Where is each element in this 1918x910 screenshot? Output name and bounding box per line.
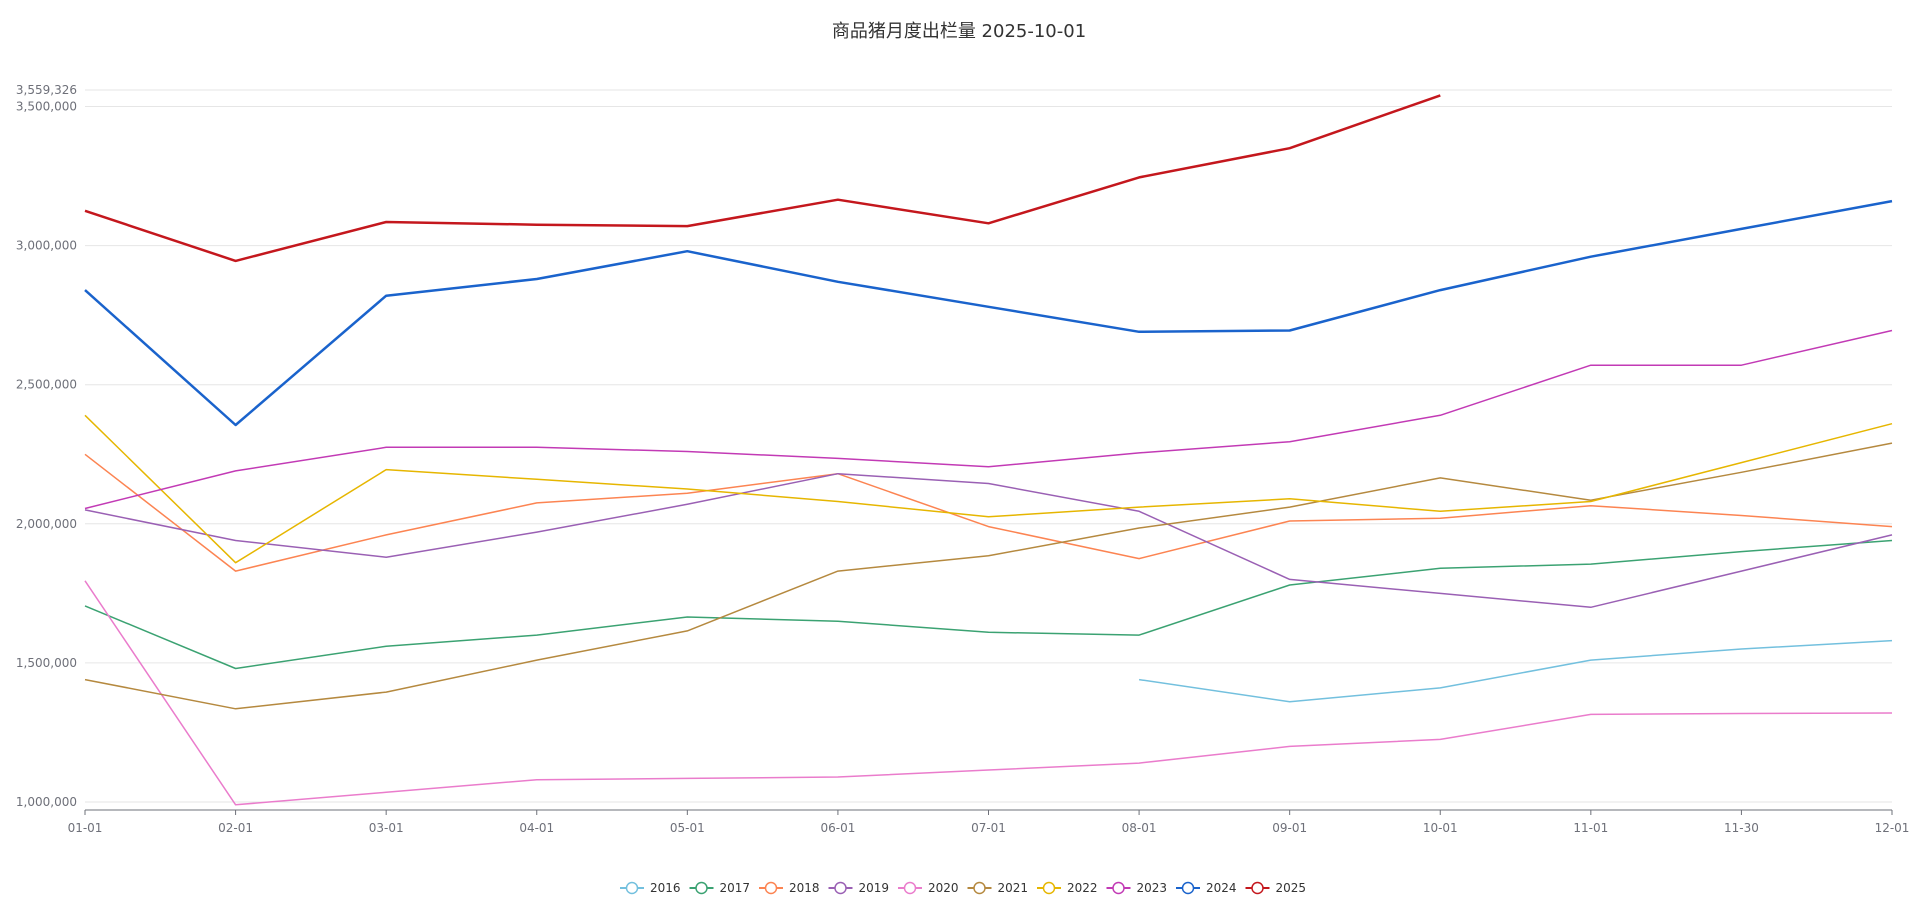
legend-label: 2022 xyxy=(1067,881,1098,895)
series-line-2017 xyxy=(84,539,1893,670)
series-line-2023 xyxy=(84,329,1893,510)
x-axis: 01-01 02-01 03-01 04-01 05-01 06-01 07-01 08-01… xyxy=(68,809,1910,835)
series-line-2018 xyxy=(84,453,1893,572)
y-tick-label: 3,500,000 xyxy=(16,100,77,114)
legend-label: 2019 xyxy=(859,881,890,895)
legend-item-2016[interactable]: 2016 xyxy=(620,881,681,895)
y-tick-label: 1,000,000 xyxy=(16,795,77,809)
series-line-2016 xyxy=(1138,639,1893,703)
y-tick-label: 2,000,000 xyxy=(16,517,77,531)
legend-item-2024[interactable]: 2024 xyxy=(1176,881,1237,895)
legend-item-2019[interactable]: 2019 xyxy=(828,881,890,895)
series-line-2022 xyxy=(84,414,1893,564)
x-tick-label: 05-01 xyxy=(670,821,705,835)
legend-marker-icon xyxy=(625,881,639,895)
x-tick-label: 02-01 xyxy=(218,821,253,835)
legend-item-2018[interactable]: 2018 xyxy=(759,881,820,895)
x-tick-label: 01-01 xyxy=(68,821,103,835)
x-tick-label: 11-01 xyxy=(1573,821,1608,835)
legend-label: 2018 xyxy=(789,881,820,895)
y-max-label: 3,559,326 xyxy=(16,83,77,97)
legend-label: 2017 xyxy=(720,881,751,895)
legend-marker-icon xyxy=(1042,881,1056,895)
legend-label: 2025 xyxy=(1276,881,1307,895)
y-tick-label: 3,000,000 xyxy=(16,239,77,253)
legend-marker-icon xyxy=(1112,881,1125,895)
x-tick-label: 12-01 xyxy=(1875,821,1910,835)
legend-marker-icon xyxy=(973,881,986,895)
legend-item-2020[interactable]: 2020 xyxy=(898,881,959,895)
series-line-2024 xyxy=(84,199,1893,427)
x-tick-label: 10-01 xyxy=(1423,821,1458,835)
y-axis: 1,000,000 1,500,000 2,000,000 2,500,000 3,00… xyxy=(16,83,77,809)
legend-label: 2024 xyxy=(1206,881,1237,895)
legend[interactable]: 2016 2017 2018 2019 2020 2021 2022 2023 2024 2025 xyxy=(620,881,1306,895)
legend-label: 2021 xyxy=(998,881,1029,895)
legend-label: 2023 xyxy=(1137,881,1168,895)
legend-item-2021[interactable]: 2021 xyxy=(967,881,1029,895)
x-tick-label: 07-01 xyxy=(971,821,1006,835)
legend-label: 2020 xyxy=(928,881,959,895)
legend-marker-icon xyxy=(1251,881,1264,895)
legend-marker-icon xyxy=(903,881,917,895)
legend-item-2023[interactable]: 2023 xyxy=(1106,881,1168,895)
y-tick-label: 1,500,000 xyxy=(16,656,77,670)
legend-marker-icon xyxy=(1181,881,1195,895)
legend-marker-icon xyxy=(834,881,847,895)
legend-label: 2016 xyxy=(650,881,681,895)
legend-item-2017[interactable]: 2017 xyxy=(689,881,751,895)
y-tick-label: 2,500,000 xyxy=(16,378,77,392)
x-tick-label: 06-01 xyxy=(820,821,855,835)
series-lines xyxy=(84,94,1893,806)
x-tick-label: 09-01 xyxy=(1272,821,1307,835)
x-tick-label: 08-01 xyxy=(1122,821,1157,835)
legend-item-2025[interactable]: 2025 xyxy=(1245,881,1307,895)
series-line-2021 xyxy=(84,442,1893,710)
x-tick-label: 11-30 xyxy=(1724,821,1759,835)
series-line-2025 xyxy=(84,94,1441,263)
x-tick-label: 04-01 xyxy=(519,821,554,835)
series-line-2019 xyxy=(84,472,1893,609)
x-tick-label: 03-01 xyxy=(369,821,404,835)
series-line-2020 xyxy=(84,580,1893,806)
legend-marker-icon xyxy=(764,881,778,895)
grid-lines xyxy=(85,89,1892,803)
legend-marker-icon xyxy=(695,881,708,895)
chart-title: 商品猪月度出栏量 2025-10-01 xyxy=(832,21,1086,42)
legend-item-2022[interactable]: 2022 xyxy=(1037,881,1098,895)
